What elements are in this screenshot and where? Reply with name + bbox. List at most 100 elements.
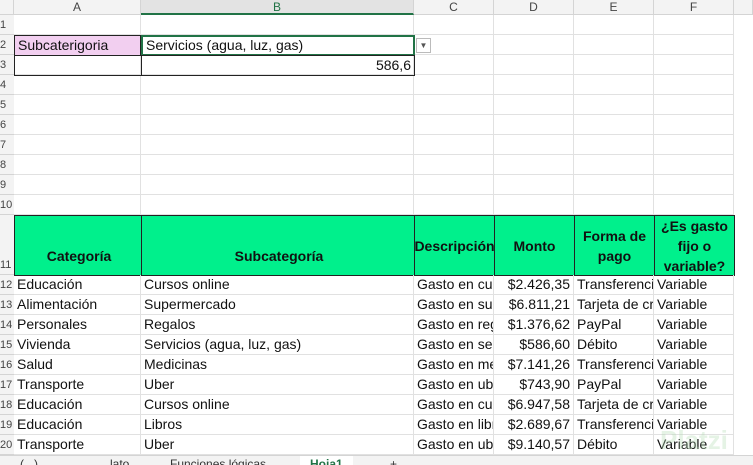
row-header[interactable]: 6 bbox=[0, 115, 14, 135]
cell[interactable] bbox=[574, 195, 654, 215]
table-cell[interactable]: Gasto en servicios bbox=[414, 335, 494, 355]
table-cell[interactable]: Personales bbox=[14, 315, 141, 335]
cell[interactable] bbox=[574, 95, 654, 115]
add-sheet-button[interactable]: + bbox=[390, 457, 398, 465]
cell[interactable] bbox=[654, 95, 734, 115]
column-header-E[interactable]: E bbox=[574, 0, 654, 15]
filter-value-dropdown[interactable]: Servicios (agua, luz, gas) bbox=[141, 35, 415, 56]
row-header[interactable]: 15 bbox=[0, 335, 14, 355]
table-cell[interactable]: Cursos online bbox=[141, 395, 414, 415]
cell[interactable] bbox=[494, 115, 574, 135]
table-cell[interactable]: $2.689,67 bbox=[494, 415, 574, 435]
column-header-D[interactable]: D bbox=[494, 0, 574, 15]
column-header-B[interactable]: B bbox=[141, 0, 414, 15]
cell[interactable] bbox=[574, 175, 654, 195]
row-header[interactable]: 5 bbox=[0, 95, 14, 115]
table-cell[interactable]: $9.140,57 bbox=[494, 435, 574, 455]
cell[interactable] bbox=[574, 55, 654, 75]
sheet-tab[interactable]: Funciones lógicas bbox=[170, 457, 267, 465]
table-cell[interactable]: $6.947,58 bbox=[494, 395, 574, 415]
table-header[interactable]: Descripción bbox=[414, 215, 495, 276]
cell[interactable] bbox=[494, 155, 574, 175]
cell[interactable] bbox=[414, 155, 494, 175]
table-cell[interactable]: Transferencia bbox=[574, 355, 654, 375]
table-cell[interactable]: $586,60 bbox=[494, 335, 574, 355]
table-cell[interactable]: Tarjeta de crédito bbox=[574, 295, 654, 315]
cell[interactable] bbox=[414, 175, 494, 195]
row-header[interactable]: 3 bbox=[0, 55, 14, 75]
table-cell[interactable]: Cursos online bbox=[141, 275, 414, 295]
cell[interactable] bbox=[654, 75, 734, 95]
table-cell[interactable]: Vivienda bbox=[14, 335, 141, 355]
sheet-tab[interactable]: (...) bbox=[20, 457, 38, 465]
cell[interactable] bbox=[14, 195, 141, 215]
row-header[interactable]: 20 bbox=[0, 435, 14, 455]
cell[interactable] bbox=[654, 15, 734, 35]
row-header[interactable]: 8 bbox=[0, 155, 14, 175]
cell[interactable] bbox=[141, 55, 414, 75]
table-cell[interactable]: Educación bbox=[14, 415, 141, 435]
cell[interactable] bbox=[141, 95, 414, 115]
table-cell[interactable]: Variable bbox=[654, 315, 734, 335]
cell[interactable] bbox=[14, 175, 141, 195]
table-cell[interactable]: Uber bbox=[141, 375, 414, 395]
table-cell[interactable]: Variable bbox=[654, 335, 734, 355]
table-header[interactable]: ¿Es gasto fijo o variable? bbox=[654, 215, 735, 276]
row-header[interactable]: 10 bbox=[0, 195, 14, 215]
table-cell[interactable]: Variable bbox=[654, 375, 734, 395]
table-cell[interactable]: Gasto en cursos online bbox=[414, 275, 494, 295]
table-cell[interactable]: PayPal bbox=[574, 375, 654, 395]
table-cell[interactable]: Variable bbox=[654, 395, 734, 415]
cell[interactable] bbox=[414, 95, 494, 115]
cell[interactable] bbox=[14, 95, 141, 115]
row-header[interactable]: 14 bbox=[0, 315, 14, 335]
column-header-C[interactable]: C bbox=[414, 0, 494, 15]
dropdown-arrow-icon[interactable]: ▼ bbox=[416, 38, 431, 53]
cell[interactable] bbox=[654, 55, 734, 75]
table-cell[interactable]: Gasto en uber bbox=[414, 375, 494, 395]
cell[interactable] bbox=[654, 135, 734, 155]
table-cell[interactable]: Tarjeta de crédito bbox=[574, 395, 654, 415]
row-header[interactable]: 1 bbox=[0, 15, 14, 35]
cell[interactable] bbox=[494, 55, 574, 75]
table-header[interactable]: Subcategoría bbox=[141, 215, 415, 276]
table-header[interactable]: Forma de pago bbox=[574, 215, 655, 276]
cell[interactable] bbox=[414, 195, 494, 215]
cell[interactable] bbox=[494, 15, 574, 35]
table-cell[interactable]: Débito bbox=[574, 435, 654, 455]
cell[interactable] bbox=[14, 15, 141, 35]
cell[interactable] bbox=[574, 15, 654, 35]
row-header[interactable]: 11 bbox=[0, 215, 14, 275]
cell[interactable] bbox=[414, 15, 494, 35]
table-cell[interactable]: Gasto en libros bbox=[414, 415, 494, 435]
cell[interactable] bbox=[414, 75, 494, 95]
cell[interactable] bbox=[494, 35, 574, 55]
table-cell[interactable]: Supermercado bbox=[141, 295, 414, 315]
cell[interactable] bbox=[141, 155, 414, 175]
table-cell[interactable]: $2.426,35 bbox=[494, 275, 574, 295]
table-cell[interactable]: Transferencia bbox=[574, 275, 654, 295]
table-cell[interactable]: Servicios (agua, luz, gas) bbox=[141, 335, 414, 355]
table-cell[interactable]: Gasto en medicinas bbox=[414, 355, 494, 375]
cell[interactable] bbox=[14, 135, 141, 155]
sheet-tab-active[interactable]: Hoja1 bbox=[300, 456, 353, 465]
cell[interactable] bbox=[141, 15, 414, 35]
cell[interactable] bbox=[14, 155, 141, 175]
table-cell[interactable]: $7.141,26 bbox=[494, 355, 574, 375]
table-cell[interactable]: Regalos bbox=[141, 315, 414, 335]
cell[interactable] bbox=[574, 115, 654, 135]
table-cell[interactable]: Medicinas bbox=[141, 355, 414, 375]
table-cell[interactable]: PayPal bbox=[574, 315, 654, 335]
row-header[interactable]: 16 bbox=[0, 355, 14, 375]
cell[interactable] bbox=[654, 115, 734, 135]
cell[interactable] bbox=[654, 35, 734, 55]
table-cell[interactable]: Variable bbox=[654, 275, 734, 295]
table-cell[interactable]: Transporte bbox=[14, 435, 141, 455]
table-cell[interactable]: $743,90 bbox=[494, 375, 574, 395]
sheet-tab[interactable]: ...lato bbox=[100, 457, 130, 465]
cell[interactable] bbox=[574, 155, 654, 175]
table-cell[interactable]: Débito bbox=[574, 335, 654, 355]
table-cell[interactable]: Alimentación bbox=[14, 295, 141, 315]
cell[interactable] bbox=[14, 55, 141, 75]
cell[interactable] bbox=[141, 115, 414, 135]
